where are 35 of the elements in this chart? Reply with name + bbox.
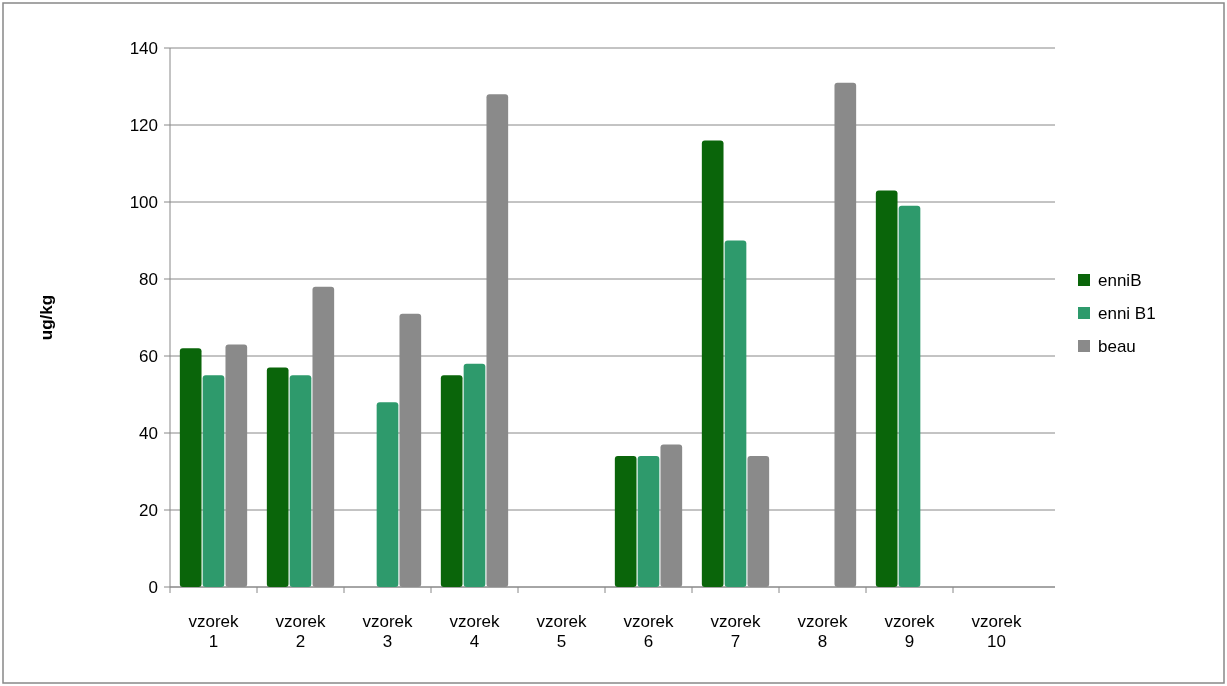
- x-tick-label: vzorek 1: [188, 612, 240, 652]
- x-tick-label: vzorek 3: [362, 612, 414, 652]
- x-tick-label: vzorek 8: [797, 612, 849, 652]
- y-axis-title: ug/kg: [37, 294, 56, 341]
- bar: [440, 375, 463, 587]
- y-tick-label: 60: [139, 346, 158, 366]
- x-tick-label: vzorek 5: [536, 612, 588, 652]
- bar: [701, 140, 724, 587]
- bar: [179, 348, 202, 587]
- y-tick-label: 100: [129, 192, 158, 212]
- legend-label: enni B1: [1098, 303, 1156, 323]
- x-tick-label: vzorek 10: [971, 612, 1023, 652]
- x-tick-label: vzorek 9: [884, 612, 936, 652]
- bar: [289, 375, 312, 587]
- y-tick-label: 140: [129, 38, 158, 58]
- bar: [637, 456, 660, 587]
- legend-label: beau: [1098, 336, 1136, 356]
- bar: [898, 205, 921, 587]
- bar: [376, 402, 399, 587]
- y-tick-label: 40: [139, 423, 158, 443]
- legend-label: enniB: [1098, 270, 1142, 290]
- bar: [463, 363, 486, 587]
- x-tick-label: vzorek 4: [449, 612, 501, 652]
- bar: [875, 190, 898, 587]
- y-tick-label: 80: [139, 269, 158, 289]
- y-tick-label: 0: [148, 577, 158, 597]
- y-tick-label: 20: [139, 500, 158, 520]
- bar: [202, 375, 225, 587]
- bar: [614, 456, 637, 587]
- x-tick-label: vzorek 6: [623, 612, 675, 652]
- bar: [266, 367, 289, 587]
- y-tick-label: 120: [129, 115, 158, 135]
- bar: [724, 240, 747, 587]
- x-tick-label: vzorek 2: [275, 612, 327, 652]
- x-tick-label: vzorek 7: [710, 612, 762, 652]
